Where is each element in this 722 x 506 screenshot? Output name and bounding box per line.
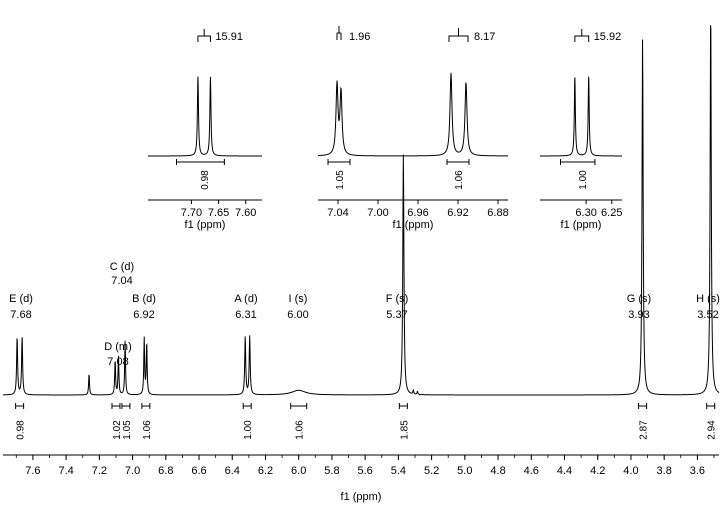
inset-tick-label-0-2: 7.60 (235, 207, 256, 219)
inset-integral-bar-1-1 (446, 159, 470, 165)
coupling-bracket-2 (574, 29, 590, 42)
integral-value-7: 2.87 (639, 420, 650, 440)
inset-spectra: 15.91 0.98 7.70 7.65 7.60 f1 (ppm) 1.96 8.17 1.0… (148, 26, 622, 231)
integral-value-5: 1.06 (295, 420, 306, 440)
inset-tick-label-1-0: 7.04 (327, 207, 348, 219)
inset-tick-label-1-2: 6.96 (407, 207, 428, 219)
integral-value-0: 0.98 (16, 420, 27, 440)
inset-0: 15.91 0.98 7.70 7.65 7.60 f1 (ppm) (148, 29, 262, 231)
x-tick-label-2: 7.2 (92, 465, 107, 477)
x-tick-label-3: 7.0 (125, 465, 140, 477)
x-tick-label-10: 5.6 (358, 465, 373, 477)
inset-tick-label-1-3: 6.92 (447, 207, 468, 219)
peak-shift-2: 7.04 (111, 275, 132, 287)
inset-integral-value-2: 1.00 (578, 170, 589, 190)
integral-value-6: 1.85 (399, 420, 410, 440)
x-tick-label-11: 5.4 (391, 465, 406, 477)
x-tick-label-15: 4.6 (524, 465, 539, 477)
peak-label-7: G (s) (627, 293, 651, 305)
integral-value-8: 2.94 (707, 420, 718, 440)
peak-label-1: D (m) (104, 341, 132, 353)
x-tick-label-18: 4.0 (623, 465, 638, 477)
peak-shift-7: 3.93 (628, 309, 649, 321)
x-tick-label-20: 3.6 (690, 465, 705, 477)
peak-label-0: E (d) (9, 293, 33, 305)
peak-label-2: C (d) (110, 261, 134, 273)
peak-shift-0: 7.68 (10, 309, 31, 321)
inset-tick-label-1-4: 6.88 (487, 207, 508, 219)
coupling-bracket-small (336, 26, 342, 40)
peak-shift-6: 5.37 (386, 309, 407, 321)
inset-axis-title-0: f1 (ppm) (185, 219, 226, 231)
peak-shift-1: 7.08 (107, 356, 128, 368)
peak-shift-3: 6.92 (133, 309, 154, 321)
x-tick-label-17: 4.2 (590, 465, 605, 477)
spectrum-trace (2, 25, 720, 396)
inset-trace-2 (540, 76, 622, 157)
inset-integral-value-0: 0.98 (200, 170, 211, 190)
coupling-bracket-large (448, 28, 469, 42)
inset-axis-title-1: f1 (ppm) (393, 219, 434, 231)
coupling-value-large: 8.17 (474, 31, 495, 43)
peak-label-3: B (d) (132, 293, 156, 305)
coupling-bracket-0 (197, 29, 211, 42)
x-tick-label-8: 6.0 (291, 465, 306, 477)
inset-tick-label-2-0: 6.30 (575, 207, 596, 219)
peak-shift-5: 6.00 (287, 309, 308, 321)
integral-value-4: 1.00 (243, 420, 254, 440)
x-tick-label-7: 6.2 (258, 465, 273, 477)
inset-integral-bar-2 (560, 159, 596, 165)
peak-shift-8: 3.52 (697, 309, 718, 321)
inset-1: 1.96 8.17 1.05 1.06 7.04 7.00 6.96 6.92 6.88 f1 (… (317, 26, 509, 231)
x-tick-label-13: 5.0 (457, 465, 472, 477)
inset-tick-label-1-1: 7.00 (367, 207, 388, 219)
coupling-value-2: 15.92 (594, 31, 622, 43)
inset-axis-title-2: f1 (ppm) (561, 219, 602, 231)
peak-label-8: H (s) (696, 293, 720, 305)
integral-value-1: 1.02 (112, 420, 123, 440)
main-spectrum: E (d)7.68D (m)7.08C (d)7.04B (d)6.92A (d… (2, 25, 720, 477)
inset-trace-0 (148, 76, 262, 157)
x-tick-label-14: 4.8 (490, 465, 505, 477)
x-tick-label-19: 3.8 (657, 465, 672, 477)
inset-trace-1 (317, 72, 509, 157)
inset-integral-bar-0 (176, 159, 225, 165)
inset-integral-value-1-1: 1.06 (454, 170, 465, 190)
x-tick-label-9: 5.8 (324, 465, 339, 477)
x-tick-label-6: 6.4 (225, 465, 240, 477)
x-tick-label-5: 6.6 (191, 465, 206, 477)
x-tick-label-12: 5.2 (424, 465, 439, 477)
integral-value-3: 1.06 (142, 420, 153, 440)
inset-integral-value-1-0: 1.05 (335, 170, 346, 190)
inset-tick-label-2-1: 6.25 (601, 207, 622, 219)
peak-label-4: A (d) (234, 293, 257, 305)
peak-label-6: F (s) (386, 293, 409, 305)
x-tick-label-4: 6.8 (158, 465, 173, 477)
x-tick-label-16: 4.4 (557, 465, 572, 477)
x-tick-label-0: 7.6 (25, 465, 40, 477)
x-axis-title: f1 (ppm) (341, 491, 382, 503)
inset-integral-bar-1-0 (327, 159, 351, 165)
integral-value-2: 1.05 (122, 420, 133, 440)
x-tick-label-1: 7.4 (58, 465, 73, 477)
inset-tick-label-0-0: 7.70 (181, 207, 202, 219)
coupling-value-0: 15.91 (215, 31, 243, 43)
peak-shift-4: 6.31 (235, 309, 256, 321)
inset-tick-label-0-1: 7.65 (208, 207, 229, 219)
peak-label-5: I (s) (289, 293, 308, 305)
coupling-value-small: 1.96 (349, 31, 370, 43)
